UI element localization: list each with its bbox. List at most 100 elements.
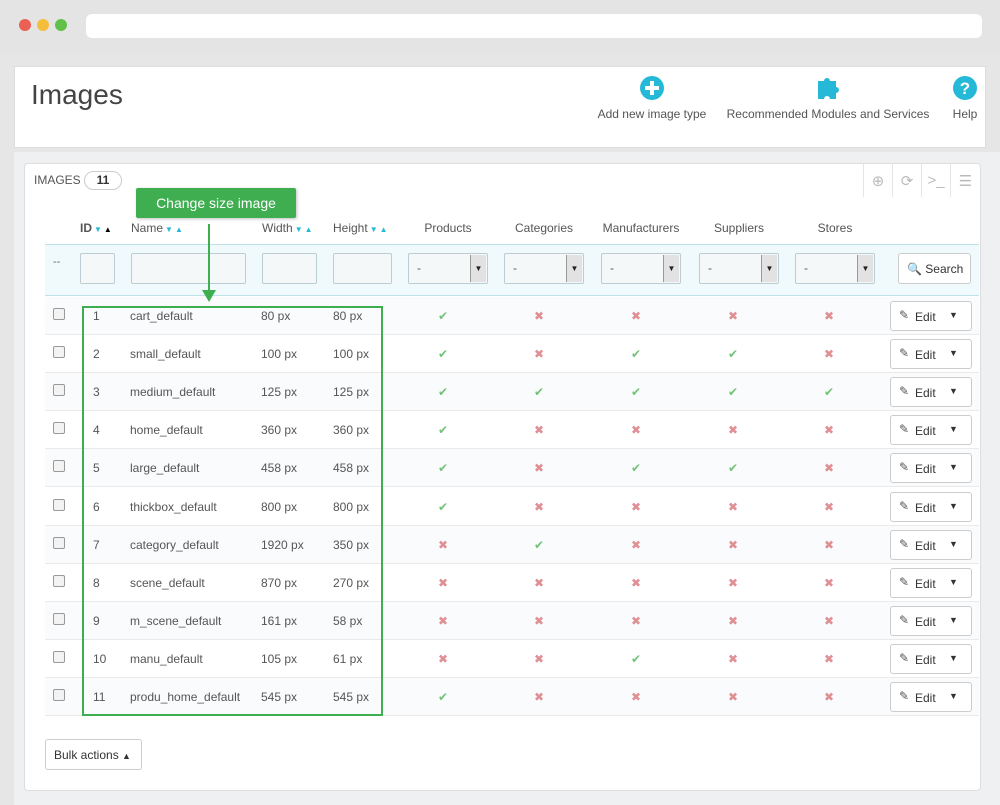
row-checkbox[interactable]	[53, 612, 65, 625]
check-icon[interactable]: ✔	[630, 651, 642, 666]
row-checkbox[interactable]	[53, 650, 65, 663]
cross-icon[interactable]: ✖	[630, 613, 642, 628]
check-icon[interactable]: ✔	[727, 461, 739, 476]
check-icon[interactable]: ✔	[727, 347, 739, 362]
filter-categories-select[interactable]: - ▼	[504, 253, 584, 284]
row-checkbox[interactable]	[53, 689, 65, 701]
cross-icon[interactable]: ✖	[727, 690, 739, 704]
help-button[interactable]: ? Help	[947, 75, 983, 121]
sql-query-icon[interactable]: >_	[922, 164, 951, 197]
cross-icon[interactable]: ✖	[533, 347, 545, 362]
filter-name-input[interactable]	[131, 253, 246, 284]
cross-icon[interactable]: ✖	[630, 423, 642, 438]
cross-icon[interactable]: ✖	[437, 613, 449, 628]
row-checkbox[interactable]	[53, 422, 65, 435]
cross-icon[interactable]: ✖	[533, 690, 545, 704]
check-icon[interactable]: ✔	[437, 690, 449, 704]
cross-icon[interactable]: ✖	[533, 651, 545, 666]
caret-down-icon[interactable]: ▼	[949, 462, 958, 473]
edit-button[interactable]: ✎ Edit ▼	[890, 605, 972, 636]
check-icon[interactable]: ✔	[437, 423, 449, 438]
cross-icon[interactable]: ✖	[630, 690, 642, 704]
cross-icon[interactable]: ✖	[823, 690, 835, 704]
filter-height-input[interactable]	[333, 253, 392, 284]
check-icon[interactable]: ✔	[630, 461, 642, 476]
check-icon[interactable]: ✔	[437, 499, 449, 514]
filter-suppliers-select[interactable]: - ▼	[699, 253, 779, 284]
edit-button[interactable]: ✎ Edit ▼	[890, 377, 972, 408]
sort-desc-icon[interactable]: ▼	[165, 225, 173, 234]
caret-down-icon[interactable]: ▼	[949, 691, 958, 701]
filter-stores-select[interactable]: - ▼	[795, 253, 875, 284]
cross-icon[interactable]: ✖	[823, 461, 835, 476]
cross-icon[interactable]: ✖	[437, 575, 449, 590]
column-header-name[interactable]: Name ▼ ▲	[131, 221, 183, 235]
row-checkbox[interactable]	[53, 308, 65, 320]
cross-icon[interactable]: ✖	[630, 499, 642, 514]
row-checkbox[interactable]	[53, 498, 65, 511]
sort-desc-icon[interactable]: ▼	[369, 225, 378, 234]
check-icon[interactable]: ✔	[727, 385, 739, 400]
sort-asc-icon[interactable]: ▲	[304, 225, 313, 234]
cross-icon[interactable]: ✖	[727, 651, 739, 666]
filter-manufacturers-select[interactable]: - ▼	[601, 253, 681, 284]
cross-icon[interactable]: ✖	[727, 537, 739, 552]
filter-id-input[interactable]	[80, 253, 115, 284]
row-checkbox[interactable]	[53, 384, 65, 397]
add-icon[interactable]: ⊕	[864, 164, 893, 197]
cross-icon[interactable]: ✖	[823, 613, 835, 628]
cross-icon[interactable]: ✖	[437, 651, 449, 666]
cross-icon[interactable]: ✖	[823, 309, 835, 323]
cross-icon[interactable]: ✖	[533, 575, 545, 590]
cross-icon[interactable]: ✖	[533, 461, 545, 476]
bulk-actions-button[interactable]: Bulk actions ▲	[45, 739, 142, 770]
check-icon[interactable]: ✔	[437, 461, 449, 476]
cross-icon[interactable]: ✖	[727, 613, 739, 628]
column-header-id[interactable]: ID ▼ ▲	[80, 221, 112, 235]
edit-button[interactable]: ✎ Edit ▼	[890, 567, 972, 598]
cross-icon[interactable]: ✖	[533, 309, 545, 323]
caret-down-icon[interactable]: ▼	[949, 500, 958, 511]
caret-down-icon[interactable]: ▼	[949, 386, 958, 397]
check-icon[interactable]: ✔	[823, 385, 835, 400]
cross-icon[interactable]: ✖	[630, 575, 642, 590]
cross-icon[interactable]: ✖	[823, 575, 835, 590]
row-checkbox[interactable]	[53, 574, 65, 587]
edit-button[interactable]: ✎ Edit ▼	[890, 491, 972, 522]
row-checkbox[interactable]	[53, 346, 65, 359]
cross-icon[interactable]: ✖	[533, 613, 545, 628]
sort-asc-icon[interactable]: ▲	[174, 225, 183, 234]
caret-down-icon[interactable]: ▼	[949, 310, 958, 320]
filter-products-select[interactable]: - ▼	[408, 253, 488, 284]
edit-button[interactable]: ✎ Edit ▼	[890, 682, 972, 712]
row-checkbox[interactable]	[53, 536, 65, 549]
database-icon[interactable]: ☰	[958, 172, 973, 190]
cross-icon[interactable]: ✖	[533, 423, 545, 438]
column-header-width[interactable]: Width ▼ ▲	[262, 221, 313, 235]
address-bar[interactable]	[86, 14, 982, 38]
sort-asc-icon[interactable]: ▲	[103, 225, 112, 234]
caret-down-icon[interactable]: ▼	[949, 652, 958, 663]
cross-icon[interactable]: ✖	[727, 499, 739, 514]
cross-icon[interactable]: ✖	[630, 537, 642, 552]
edit-button[interactable]: ✎ Edit ▼	[890, 339, 972, 370]
window-minimize-dot[interactable]	[37, 19, 49, 31]
cross-icon[interactable]: ✖	[823, 499, 835, 514]
cross-icon[interactable]: ✖	[823, 347, 835, 362]
sort-desc-icon[interactable]: ▼	[294, 225, 303, 234]
cross-icon[interactable]: ✖	[823, 537, 835, 552]
check-icon[interactable]: ✔	[437, 385, 449, 400]
caret-down-icon[interactable]: ▼	[949, 538, 958, 549]
window-close-dot[interactable]	[19, 19, 31, 31]
recommended-modules-button[interactable]: Recommended Modules and Services	[722, 75, 934, 121]
check-icon[interactable]: ✔	[437, 347, 449, 362]
cross-icon[interactable]: ✖	[727, 309, 739, 323]
cross-icon[interactable]: ✖	[727, 575, 739, 590]
caret-down-icon[interactable]: ▼	[949, 614, 958, 625]
check-icon[interactable]: ✔	[630, 385, 642, 400]
edit-button[interactable]: ✎ Edit ▼	[890, 301, 972, 331]
edit-button[interactable]: ✎ Edit ▼	[890, 415, 972, 446]
add-image-type-button[interactable]: Add new image type	[593, 75, 711, 121]
cross-icon[interactable]: ✖	[823, 423, 835, 438]
filter-width-input[interactable]	[262, 253, 317, 284]
